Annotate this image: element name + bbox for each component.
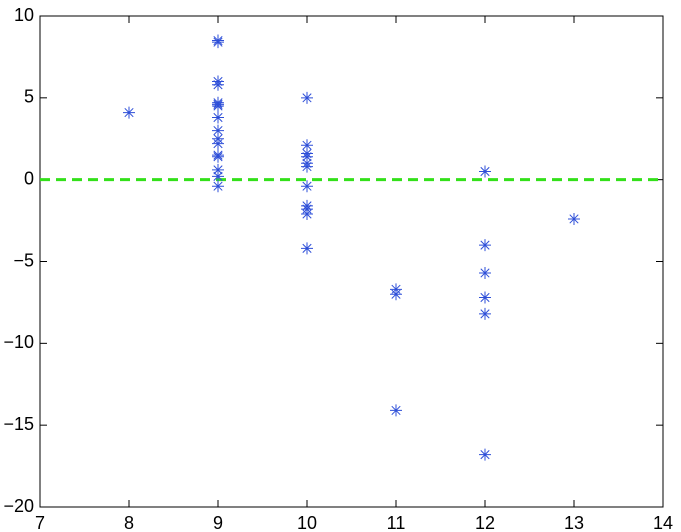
y-tick-label: −15 [3,414,34,434]
x-tick-label: 8 [124,513,134,532]
marker [479,266,491,279]
x-tick-label: 9 [213,513,223,532]
marker [301,180,313,193]
y-tick-label: −5 [13,250,34,270]
x-tick-label: 7 [35,513,45,532]
x-tick-label: 14 [653,513,673,532]
marker [568,212,580,225]
marker [123,106,135,119]
marker [212,100,224,113]
y-tick-label: −10 [3,332,34,352]
marker [301,91,313,104]
marker [479,448,491,461]
y-tick-label: 5 [24,87,34,107]
marker [212,124,224,137]
x-tick-label: 10 [297,513,317,532]
marker [479,239,491,252]
marker [212,180,224,193]
marker [212,78,224,91]
marker [212,36,224,49]
marker [301,160,313,173]
marker [301,208,313,221]
marker [301,139,313,152]
x-tick-label: 11 [387,513,406,532]
marker [212,170,224,183]
marker [390,288,402,301]
y-tick-label: 0 [24,168,34,188]
marker [479,307,491,320]
x-tick-label: 13 [564,513,584,532]
marker [390,404,402,417]
plot-frame [39,15,664,508]
marker [301,242,313,255]
marker [301,150,313,163]
y-tick-label: −20 [3,496,34,516]
marker [212,111,224,124]
x-tick-label: 12 [475,513,495,532]
marker [479,165,491,178]
marker [212,163,224,176]
marker [212,150,224,163]
marker [479,291,491,304]
marker [212,137,224,150]
y-tick-label: 10 [14,5,34,25]
